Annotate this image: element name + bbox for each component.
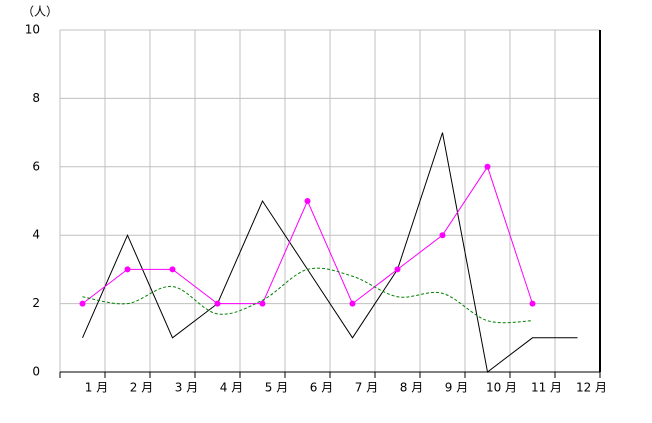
point	[349, 300, 356, 307]
point	[259, 300, 266, 307]
series-line	[82, 267, 533, 324]
x-tick-label: 1 月	[85, 381, 108, 395]
series-line	[82, 132, 578, 373]
y-tick-label: 6	[32, 159, 40, 173]
x-tick-label: 8 月	[400, 381, 423, 395]
y-tick-label: 0	[32, 365, 40, 379]
x-tick-label: 9 月	[445, 381, 468, 395]
x-tick-label: 3 月	[175, 381, 198, 395]
point	[484, 163, 491, 170]
y-tick-label: 2	[32, 296, 40, 310]
x-tick-label: 11 月	[531, 381, 562, 395]
x-tick-label: 4 月	[220, 381, 243, 395]
x-tick-label: 2 月	[130, 381, 153, 395]
point	[394, 266, 401, 273]
x-tick-label: 5 月	[265, 381, 288, 395]
y-tick-label: 4	[32, 228, 40, 242]
x-tick-label: 12 月	[576, 381, 607, 395]
point	[79, 300, 86, 307]
point	[304, 198, 311, 204]
x-tick-label: 10 月	[486, 381, 517, 395]
point	[529, 300, 536, 307]
x-tick-label: 7 月	[355, 381, 378, 395]
x-tick-label: 6 月	[310, 381, 333, 395]
y-axis-label: （人）	[22, 5, 58, 19]
point	[214, 300, 221, 307]
point	[439, 232, 446, 239]
point	[169, 266, 176, 273]
y-tick-label: 10	[25, 23, 40, 37]
point	[124, 266, 131, 273]
y-tick-label: 8	[32, 91, 40, 105]
